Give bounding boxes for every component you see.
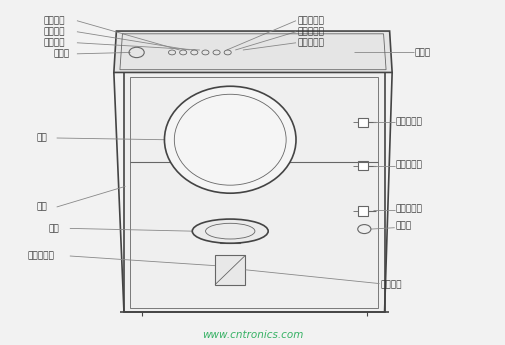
Text: 中水位开关: 中水位开关 [395,160,422,169]
Text: 低水位按鈕: 低水位按鈕 [297,38,324,47]
Bar [358,161,368,170]
Bar [220,231,240,243]
Text: 中水位按鈕: 中水位按鈕 [297,27,324,36]
Text: 排水口: 排水口 [395,221,411,230]
Ellipse shape [192,219,268,243]
Text: 启动按鈕: 启动按鈕 [43,38,64,47]
Text: 排水按鈕: 排水按鈕 [43,27,64,36]
Text: 高水位开关: 高水位开关 [395,117,422,126]
Text: 停止按鈕: 停止按鈕 [43,16,64,25]
Text: 内桶: 内桶 [36,134,47,142]
Bar [313,47,354,59]
Bar [358,118,368,127]
Text: 拨盘: 拨盘 [48,224,59,233]
Bar [215,255,245,285]
Text: 显示器: 显示器 [414,48,430,57]
Text: 低水位开关: 低水位开关 [395,204,422,213]
Text: 电磁离合器: 电磁离合器 [28,252,55,260]
Bar [130,77,378,308]
Polygon shape [124,72,384,312]
Text: 洗涤电机: 洗涤电机 [380,280,401,289]
Text: 高水位按鈕: 高水位按鈕 [297,16,324,25]
Text: 进水口: 进水口 [53,49,69,58]
Ellipse shape [164,86,295,193]
Text: www.cntronics.com: www.cntronics.com [202,330,303,339]
Text: 外桶: 外桶 [36,203,47,211]
Polygon shape [114,31,391,72]
Bar [358,206,368,216]
